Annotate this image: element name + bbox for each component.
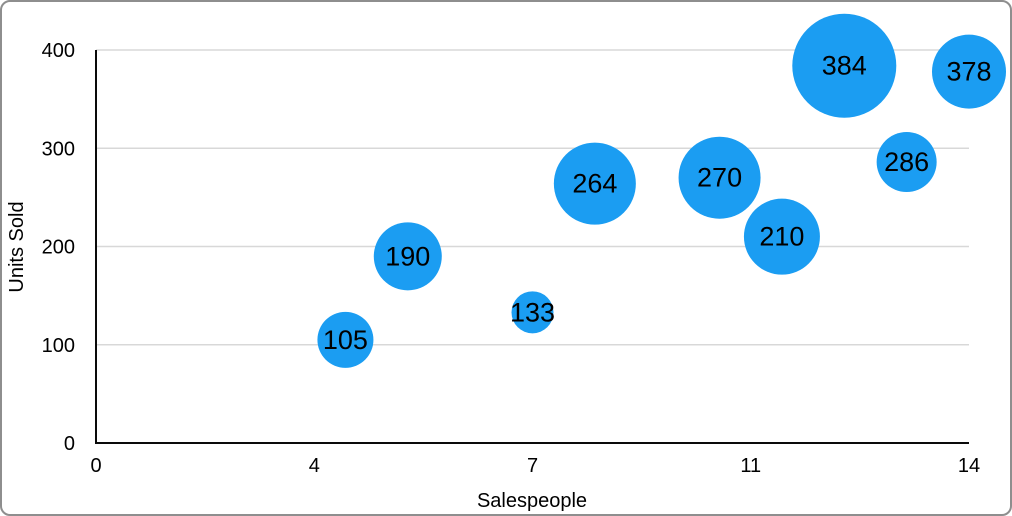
x-tick-label: 0 [90, 455, 101, 477]
y-tick-label: 400 [42, 40, 75, 62]
y-tick-label: 0 [64, 433, 75, 455]
x-tick-label: 4 [309, 455, 320, 477]
bubble-label: 210 [759, 222, 804, 252]
bubble[interactable] [317, 311, 374, 368]
y-tick-label: 300 [42, 138, 75, 160]
bubble[interactable] [511, 291, 554, 334]
bubble[interactable] [678, 136, 761, 219]
x-tick-label: 14 [958, 455, 980, 477]
bubble-label: 270 [697, 163, 742, 193]
bubble-label: 264 [572, 169, 617, 199]
bubble-label: 190 [385, 241, 430, 271]
bubble[interactable] [553, 142, 636, 225]
bubble[interactable] [373, 222, 442, 291]
bubble[interactable] [876, 132, 937, 193]
y-tick-label: 200 [42, 237, 75, 259]
bubble-label: 133 [510, 297, 555, 327]
bubble[interactable] [932, 34, 1006, 109]
x-axis-title: Salespeople [477, 490, 587, 512]
y-axis-title: Units Sold [6, 201, 28, 292]
y-tick-label: 100 [42, 335, 75, 357]
axes-layer [95, 50, 969, 444]
tick-labels-layer: 0 100 200 300 400 0 4 7 11 14 [42, 40, 981, 477]
x-tick-label: 7 [527, 455, 538, 477]
x-tick-label: 11 [740, 455, 761, 477]
bubble-label: 105 [323, 325, 368, 355]
bubble[interactable] [743, 198, 820, 275]
bubbles-layer: 105 190 133 264 270 210 384 286 378 [317, 13, 1006, 368]
bubble[interactable] [792, 13, 897, 118]
bubble-label: 384 [822, 51, 867, 81]
bubble-label: 378 [946, 57, 991, 87]
bubble-label: 286 [884, 147, 929, 177]
